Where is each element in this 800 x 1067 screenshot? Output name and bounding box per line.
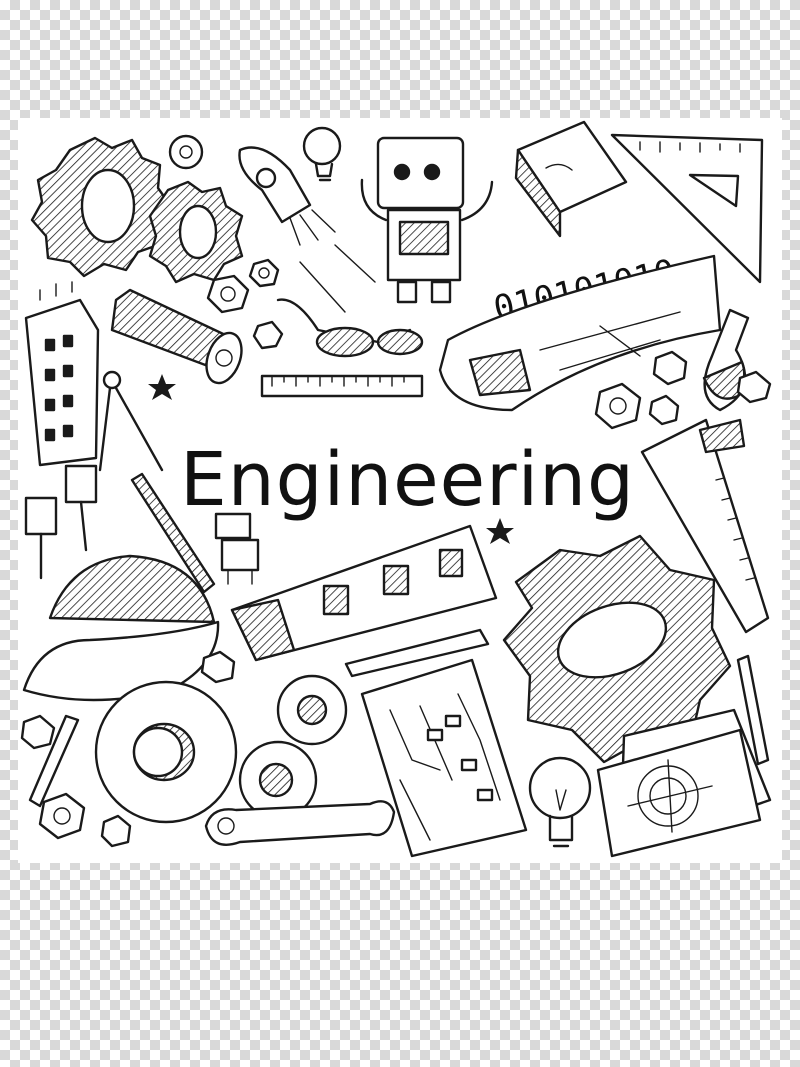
hard-hat-icon xyxy=(22,554,220,702)
hex-nut-icon xyxy=(248,258,280,288)
drawing-icon xyxy=(596,708,772,858)
pushpin-icon xyxy=(64,464,98,552)
wrench-icon xyxy=(204,800,396,846)
gear-icon xyxy=(168,134,204,170)
gear-icon xyxy=(148,180,244,284)
circuit-board-icon xyxy=(360,658,528,858)
glasses-icon xyxy=(276,298,424,358)
blueprint-icon xyxy=(438,254,722,412)
lightbulb-icon xyxy=(528,756,592,848)
title-text: Engineering xyxy=(180,437,635,523)
gear-icon xyxy=(30,136,172,278)
set-square-icon xyxy=(610,133,764,284)
blueprint-icon xyxy=(230,524,498,662)
pen-icon xyxy=(344,628,490,678)
gear-icon xyxy=(502,534,732,764)
robot-icon xyxy=(360,136,494,304)
rocket-icon xyxy=(238,146,376,313)
pen-icon xyxy=(28,714,80,808)
hex-nut-icon xyxy=(38,792,86,840)
hex-nut-icon xyxy=(594,382,642,430)
hex-nut-icon xyxy=(648,394,680,426)
gear-icon xyxy=(276,674,348,746)
pushpin-icon xyxy=(24,496,58,580)
hex-nut-icon xyxy=(736,370,772,404)
book-icon xyxy=(514,120,628,238)
hex-nut-icon xyxy=(20,714,56,750)
hex-nut-icon xyxy=(206,274,250,314)
hex-nut-icon xyxy=(252,320,284,350)
lightbulb-icon xyxy=(302,126,342,182)
pen-icon xyxy=(130,472,216,594)
pipe-icon xyxy=(110,288,243,385)
caliper-icon xyxy=(640,418,770,634)
flask-icon xyxy=(702,308,750,412)
robot-icon xyxy=(214,512,260,585)
pen-icon xyxy=(736,654,770,766)
gear-icon xyxy=(94,680,238,824)
compass-icon xyxy=(98,370,164,472)
hex-nut-icon xyxy=(200,650,236,684)
star-icon xyxy=(486,518,514,544)
hex-nut-icon xyxy=(100,814,132,848)
building-icon xyxy=(24,281,100,467)
gear-icon xyxy=(238,740,318,820)
ruler-icon xyxy=(260,374,424,398)
hex-nut-icon xyxy=(652,350,688,386)
star-icon xyxy=(148,374,176,400)
